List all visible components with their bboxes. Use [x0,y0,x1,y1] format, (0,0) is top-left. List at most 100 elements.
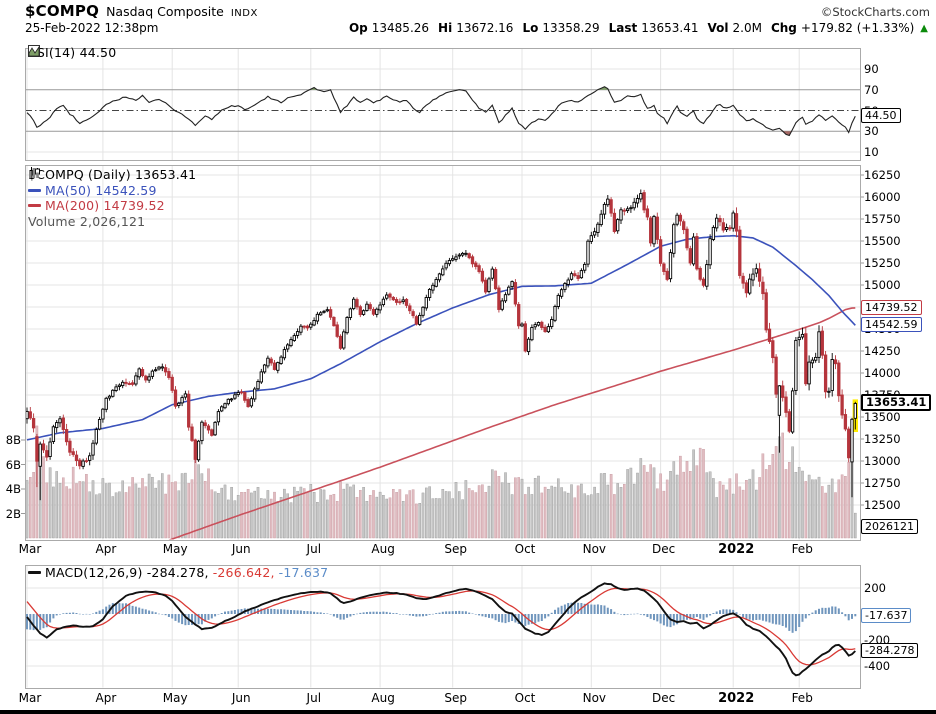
candle-body [559,289,564,297]
macd-histogram-bar [309,611,312,614]
candle-body [266,357,270,367]
volume-bar [494,470,497,539]
candle-body [771,340,775,359]
volume-bar [388,497,392,539]
macd-histogram-bar [590,604,593,614]
candle-body [147,376,151,381]
volume-bar [269,498,273,539]
macd-histogram-bar [725,609,728,614]
macd-histogram-bar [662,614,665,626]
volume-bar [603,473,606,539]
candle-body [226,398,230,405]
candle-body [368,304,372,310]
rsi-legend-value: 44.50 [79,45,117,60]
quote-label: Op [348,21,368,35]
volume-bar [81,481,85,539]
macd-histogram-bar [748,614,751,620]
macd-histogram-bar [722,609,725,614]
candle-body [64,429,69,443]
candle-body [579,270,584,279]
candle-body [586,240,590,265]
macd-histogram-bar [75,613,78,614]
volume-bar [428,486,431,539]
macd-histogram-bar [194,614,197,625]
macd-histogram-bar [534,614,537,624]
volume-bar [854,512,857,539]
volume-bar [210,489,214,539]
volume-bar [75,483,78,539]
macd-histogram-bar [214,614,217,617]
volume-bar [309,484,313,539]
macd-histogram-bar [418,614,421,617]
macd-panel-series [26,582,857,677]
volume-bar [504,472,507,539]
macd-histogram-bar [428,614,431,615]
macd-histogram-bar [299,610,302,614]
macd-histogram-bar [313,611,316,614]
macd-histogram-bar [570,602,573,614]
volume-bar [685,461,689,539]
macd-histogram-bar [544,614,547,619]
volume-bar [283,488,286,539]
volume-bar [408,490,412,539]
volume-bar [127,486,131,539]
macd-histogram-bar [415,614,418,617]
volume-bar [296,491,299,539]
volume-bar [365,501,369,539]
macd-histogram-bar [732,609,735,614]
macd-histogram-bar [563,604,566,614]
candle-body [427,288,432,298]
candle-body [157,366,161,370]
volume-bar [78,481,82,539]
candle-body [688,248,692,264]
volume-bar [689,471,692,539]
candle-body [84,460,89,463]
candle-body [718,218,722,223]
quote-value: 13485.26 [371,21,430,35]
volume-bar [718,481,722,539]
macd-histogram-bar [639,614,642,615]
candle-body [78,459,82,467]
macd-histogram-bar [286,609,289,614]
candle-body [127,383,131,385]
macd-histogram-bar [392,613,395,614]
volume-bar [649,464,652,539]
macd-histogram-bar [775,614,778,625]
volume-bar [481,484,484,539]
volume-bar [458,491,461,539]
volume-bar [596,493,600,539]
candle-body [503,294,508,302]
candle-body [691,236,696,265]
macd-histogram-bar [728,609,731,614]
volume-bar [91,480,95,539]
candle-body [170,376,174,391]
macd-histogram-bar [306,611,309,614]
volume-bar [339,481,342,539]
candle-body [678,214,683,222]
volume-bar [114,492,118,539]
exchange-tag: INDX [230,8,258,19]
candle-body [200,421,204,442]
macd-histogram-bar [742,614,745,618]
volume-tag: 2026121 [861,519,918,534]
volume-bar [471,490,474,539]
macd-histogram-bar [379,611,382,614]
macd-histogram-bar [144,609,147,614]
volume-bar [500,482,504,539]
volume-bar [213,491,217,539]
volume-bar [563,491,567,539]
macd-legend-signal: -266.642, [212,565,275,580]
volume-bar [345,483,349,539]
candle-body [698,267,702,280]
macd-histogram-bar [484,614,487,618]
volume-bar [540,492,544,539]
volume-bar [702,449,705,539]
macd-histogram-bar [296,610,299,614]
macd-histogram-bar [712,613,715,614]
candle-body [484,279,488,293]
macd-histogram-bar [537,614,540,622]
rsi-value-tag: 44.50 [861,108,901,123]
macd-histogram-bar [768,614,771,623]
volume-bar [378,491,382,539]
volume-bar [382,495,385,539]
